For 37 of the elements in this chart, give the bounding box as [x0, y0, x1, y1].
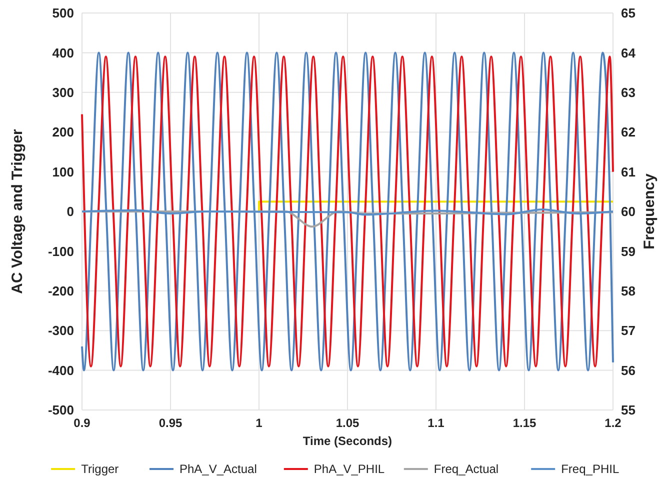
legend-label: Trigger [81, 462, 119, 476]
y2-tick-label: 58 [621, 283, 636, 298]
y2-tick-label: 65 [621, 6, 636, 21]
y-tick-label: 400 [52, 45, 74, 60]
y2-tick-label: 60 [621, 204, 636, 220]
y-axis-title: AC Voltage and Trigger [9, 128, 26, 294]
y-tick-label: 200 [52, 124, 74, 140]
x-tick-label: 1.15 [512, 416, 536, 430]
y-tick-label: 100 [52, 164, 74, 180]
legend-label: Freq_Actual [434, 462, 499, 476]
y-tick-label: 500 [52, 6, 74, 21]
y2-tick-label: 61 [621, 164, 636, 180]
y-tick-label: 300 [52, 84, 74, 100]
x-tick-label: 1.05 [336, 416, 360, 430]
y-tick-label: -400 [48, 362, 74, 378]
y2-tick-label: 59 [621, 244, 636, 259]
y2-tick-label: 63 [621, 84, 636, 100]
y-tick-label: -100 [48, 244, 74, 259]
y2-tick-label: 56 [621, 362, 636, 378]
y-tick-label: -200 [48, 283, 74, 298]
legend-label: PhA_V_PHIL [314, 462, 385, 476]
y2-tick-label: 57 [621, 323, 636, 338]
y-tick-label: -500 [48, 402, 74, 418]
x-tick-label: 1.2 [604, 416, 622, 430]
y2-tick-label: 62 [621, 124, 636, 140]
x-tick-label: 1.1 [428, 416, 445, 430]
legend-label: PhA_V_Actual [180, 462, 257, 476]
y2-tick-label: 64 [621, 45, 636, 60]
y2-axis-title: Frequency [641, 172, 658, 250]
x-tick-label: 0.95 [158, 416, 182, 430]
x-axis-title: Time (Seconds) [302, 434, 392, 448]
y2-tick-label: 55 [621, 402, 636, 418]
x-tick-label: 1 [256, 416, 263, 430]
y-tick-label: 0 [66, 204, 74, 220]
legend-label: Freq_PHIL [561, 462, 620, 476]
y-tick-label: -300 [48, 323, 74, 338]
x-tick-label: 0.9 [74, 416, 91, 430]
